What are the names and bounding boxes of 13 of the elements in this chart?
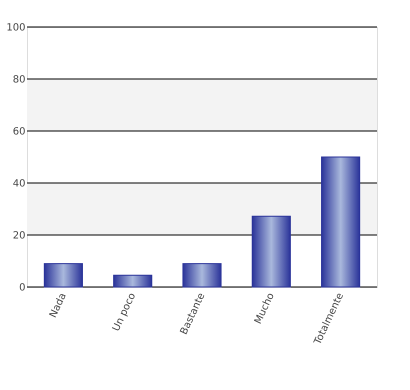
bar <box>252 216 291 288</box>
bar <box>182 263 222 288</box>
y-tick-label: 0 <box>19 282 26 294</box>
x-tick-label: Nada <box>48 291 69 320</box>
bar <box>113 274 152 288</box>
y-tick-label: 40 <box>12 178 26 190</box>
bar <box>321 156 360 288</box>
bar <box>44 263 83 288</box>
y-tick-label: 60 <box>12 126 26 138</box>
x-tick-label: Un poco <box>110 291 138 334</box>
y-tick-label: 80 <box>12 74 26 86</box>
y-tick-label: 100 <box>6 22 26 34</box>
y-tick-label: 20 <box>12 230 26 242</box>
